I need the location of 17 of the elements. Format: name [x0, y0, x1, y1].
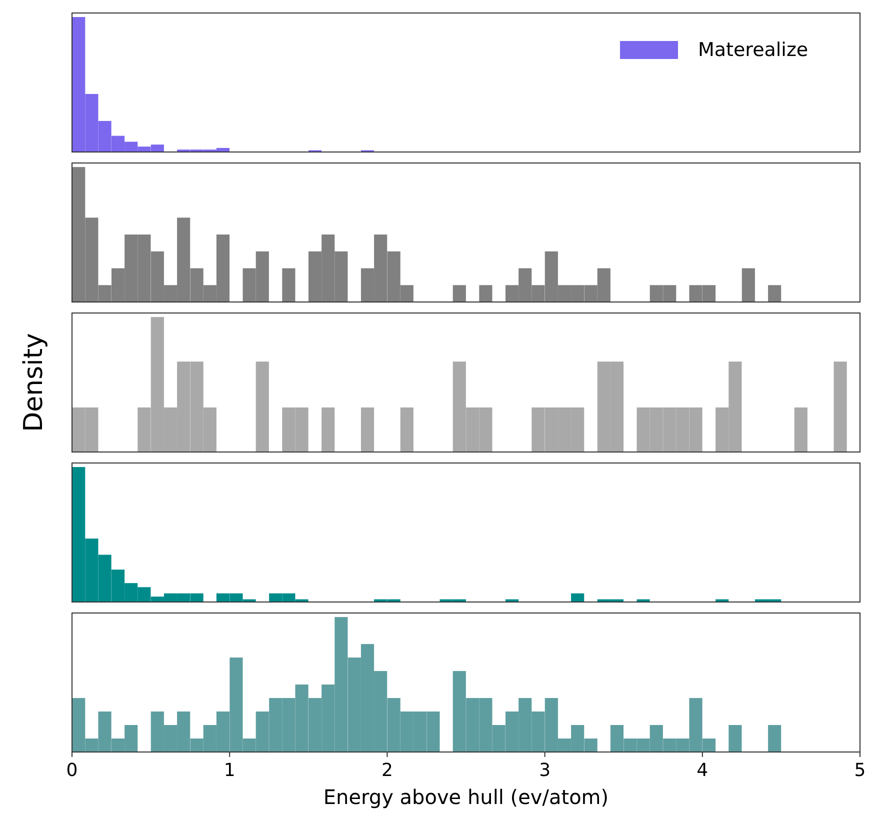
x-tick-label: 4: [696, 760, 708, 781]
legend-label: Materealize: [698, 39, 808, 61]
bar: [728, 725, 742, 752]
x-tick-label: 0: [66, 760, 78, 781]
bar: [452, 285, 466, 302]
x-tick-label: 1: [224, 760, 236, 781]
x-tick-label: 5: [854, 760, 866, 781]
bar: [282, 268, 296, 302]
bar: [479, 285, 492, 302]
x-tick-label: 3: [539, 760, 551, 781]
x-axis-title: Energy above hull (ev/atom): [323, 785, 609, 809]
x-tick-label: 2: [381, 760, 393, 781]
bar: [768, 725, 782, 752]
bar: [571, 593, 584, 602]
bar: [742, 268, 755, 302]
bar: [768, 285, 782, 302]
y-axis-title: Density: [19, 333, 49, 432]
